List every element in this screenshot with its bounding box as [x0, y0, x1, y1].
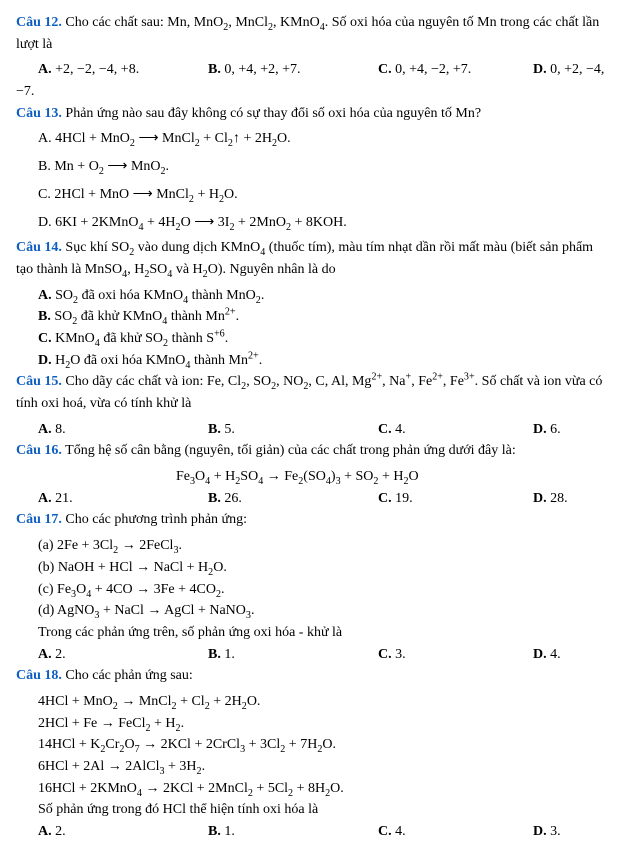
q17-optB: B. 1. [208, 644, 378, 666]
q16-optB: B. 26. [208, 488, 378, 510]
q17-optD: D. 4. [533, 644, 561, 666]
q13-optA: A. 4HCl + MnO2 ⟶ MnCl2 + Cl2↑ + 2H2O. [16, 128, 612, 150]
q15-optD: D. 6. [533, 419, 561, 441]
q17-optA: A. 2. [38, 644, 208, 666]
question-16: Câu 16. Tổng hệ số cân bằng (nguyên, tối… [16, 440, 612, 462]
q16-optC: C. 19. [378, 488, 533, 510]
q17-a: (a) 2Fe + 3Cl2 → 2FeCl3. [16, 535, 612, 557]
q18-l1: 4HCl + MnO2 → MnCl2 + Cl2 + 2H2O. [16, 691, 612, 713]
q17-options: A. 2. B. 1. C. 3. D. 4. [16, 644, 612, 666]
q12-t1: Cho các chất sau: Mn, MnO [62, 15, 223, 30]
q16-optA: A. 21. [38, 488, 208, 510]
q16-equation: Fe3O4 + H2SO4 → Fe2(SO4)3 + SO2 + H2O [16, 466, 612, 488]
q14-optC: C. KMnO4 đã khử SO2 thành S+6. [38, 328, 333, 350]
q18-l5: 16HCl + 2KMnO4 → 2KCl + 2MnCl2 + 5Cl2 + … [16, 778, 612, 800]
q12-label: Câu 12. [16, 15, 62, 30]
q15-options: A. 8. B. 5. C. 4. D. 6. [16, 419, 612, 441]
q12-options: A. +2, −2, −4, +8. B. 0, +4, +2, +7. C. … [16, 59, 612, 81]
q17-d: (d) AgNO3 + NaCl → AgCl + NaNO3. [16, 600, 612, 622]
q16-options: A. 21. B. 26. C. 19. D. 28. [16, 488, 612, 510]
q15-optA: A. 8. [38, 419, 208, 441]
q18-l2: 2HCl + Fe → FeCl2 + H2. [16, 713, 612, 735]
q16-optD: D. 28. [533, 488, 568, 510]
q14-optD: D. H2O đã oxi hóa KMnO4 thành Mn2+. [38, 350, 333, 372]
question-13: Câu 13. Phản ứng nào sau đây không có sự… [16, 103, 612, 125]
question-12: Câu 12. Cho các chất sau: Mn, MnO2, MnCl… [16, 12, 612, 55]
q12-optA: A. +2, −2, −4, +8. [38, 59, 208, 81]
q14-optB: B. SO2 đã khử KMnO4 thành Mn2+. [38, 306, 333, 328]
q14-optA: A. SO2 đã oxi hóa KMnO4 thành MnO2. [38, 285, 333, 307]
q18-optA: A. 2. [38, 821, 208, 843]
q17-tail: Trong các phản ứng trên, số phản ứng oxi… [16, 622, 612, 644]
q13-optC: C. 2HCl + MnO ⟶ MnCl2 + H2O. [16, 184, 612, 206]
q13-optB: B. Mn + O2 ⟶ MnO2. [16, 156, 612, 178]
q17-c: (c) Fe3O4 + 4CO → 3Fe + 4CO2. [16, 579, 612, 601]
q15-optB: B. 5. [208, 419, 378, 441]
q18-optB: B. 1. [208, 821, 378, 843]
q12-D-cont: −7. [16, 81, 612, 103]
q18-optC: C. 4. [378, 821, 533, 843]
question-15: Câu 15. Cho dãy các chất và ion: Fe, Cl2… [16, 371, 612, 414]
q18-optD: D. 3. [533, 821, 561, 843]
q15-optC: C. 4. [378, 419, 533, 441]
q12-optC: C. 0, +4, −2, +7. [378, 59, 533, 81]
question-17: Câu 17. Cho các phương trình phản ứng: [16, 509, 612, 531]
q12-optB: B. 0, +4, +2, +7. [208, 59, 378, 81]
q18-options: A. 2. B. 1. C. 4. D. 3. [16, 821, 612, 843]
q18-l3: 14HCl + K2Cr2O7 → 2KCl + 2CrCl3 + 3Cl2 +… [16, 734, 612, 756]
q18-l4: 6HCl + 2Al → 2AlCl3 + 3H2. [16, 756, 612, 778]
q14-options: A. SO2 đã oxi hóa KMnO4 thành MnO2. B. S… [16, 285, 612, 372]
q12-optD: D. 0, +2, −4, [533, 59, 604, 81]
q17-b: (b) NaOH + HCl → NaCl + H2O. [16, 557, 612, 579]
q17-optC: C. 3. [378, 644, 533, 666]
question-14: Câu 14. Sục khí SO2 vào dung dịch KMnO4 … [16, 237, 612, 280]
q18-tail: Số phản ứng trong đó HCl thể hiện tính o… [16, 799, 612, 821]
q13-optD: D. 6KI + 2KMnO4 + 4H2O ⟶ 3I2 + 2MnO2 + 8… [16, 212, 612, 234]
